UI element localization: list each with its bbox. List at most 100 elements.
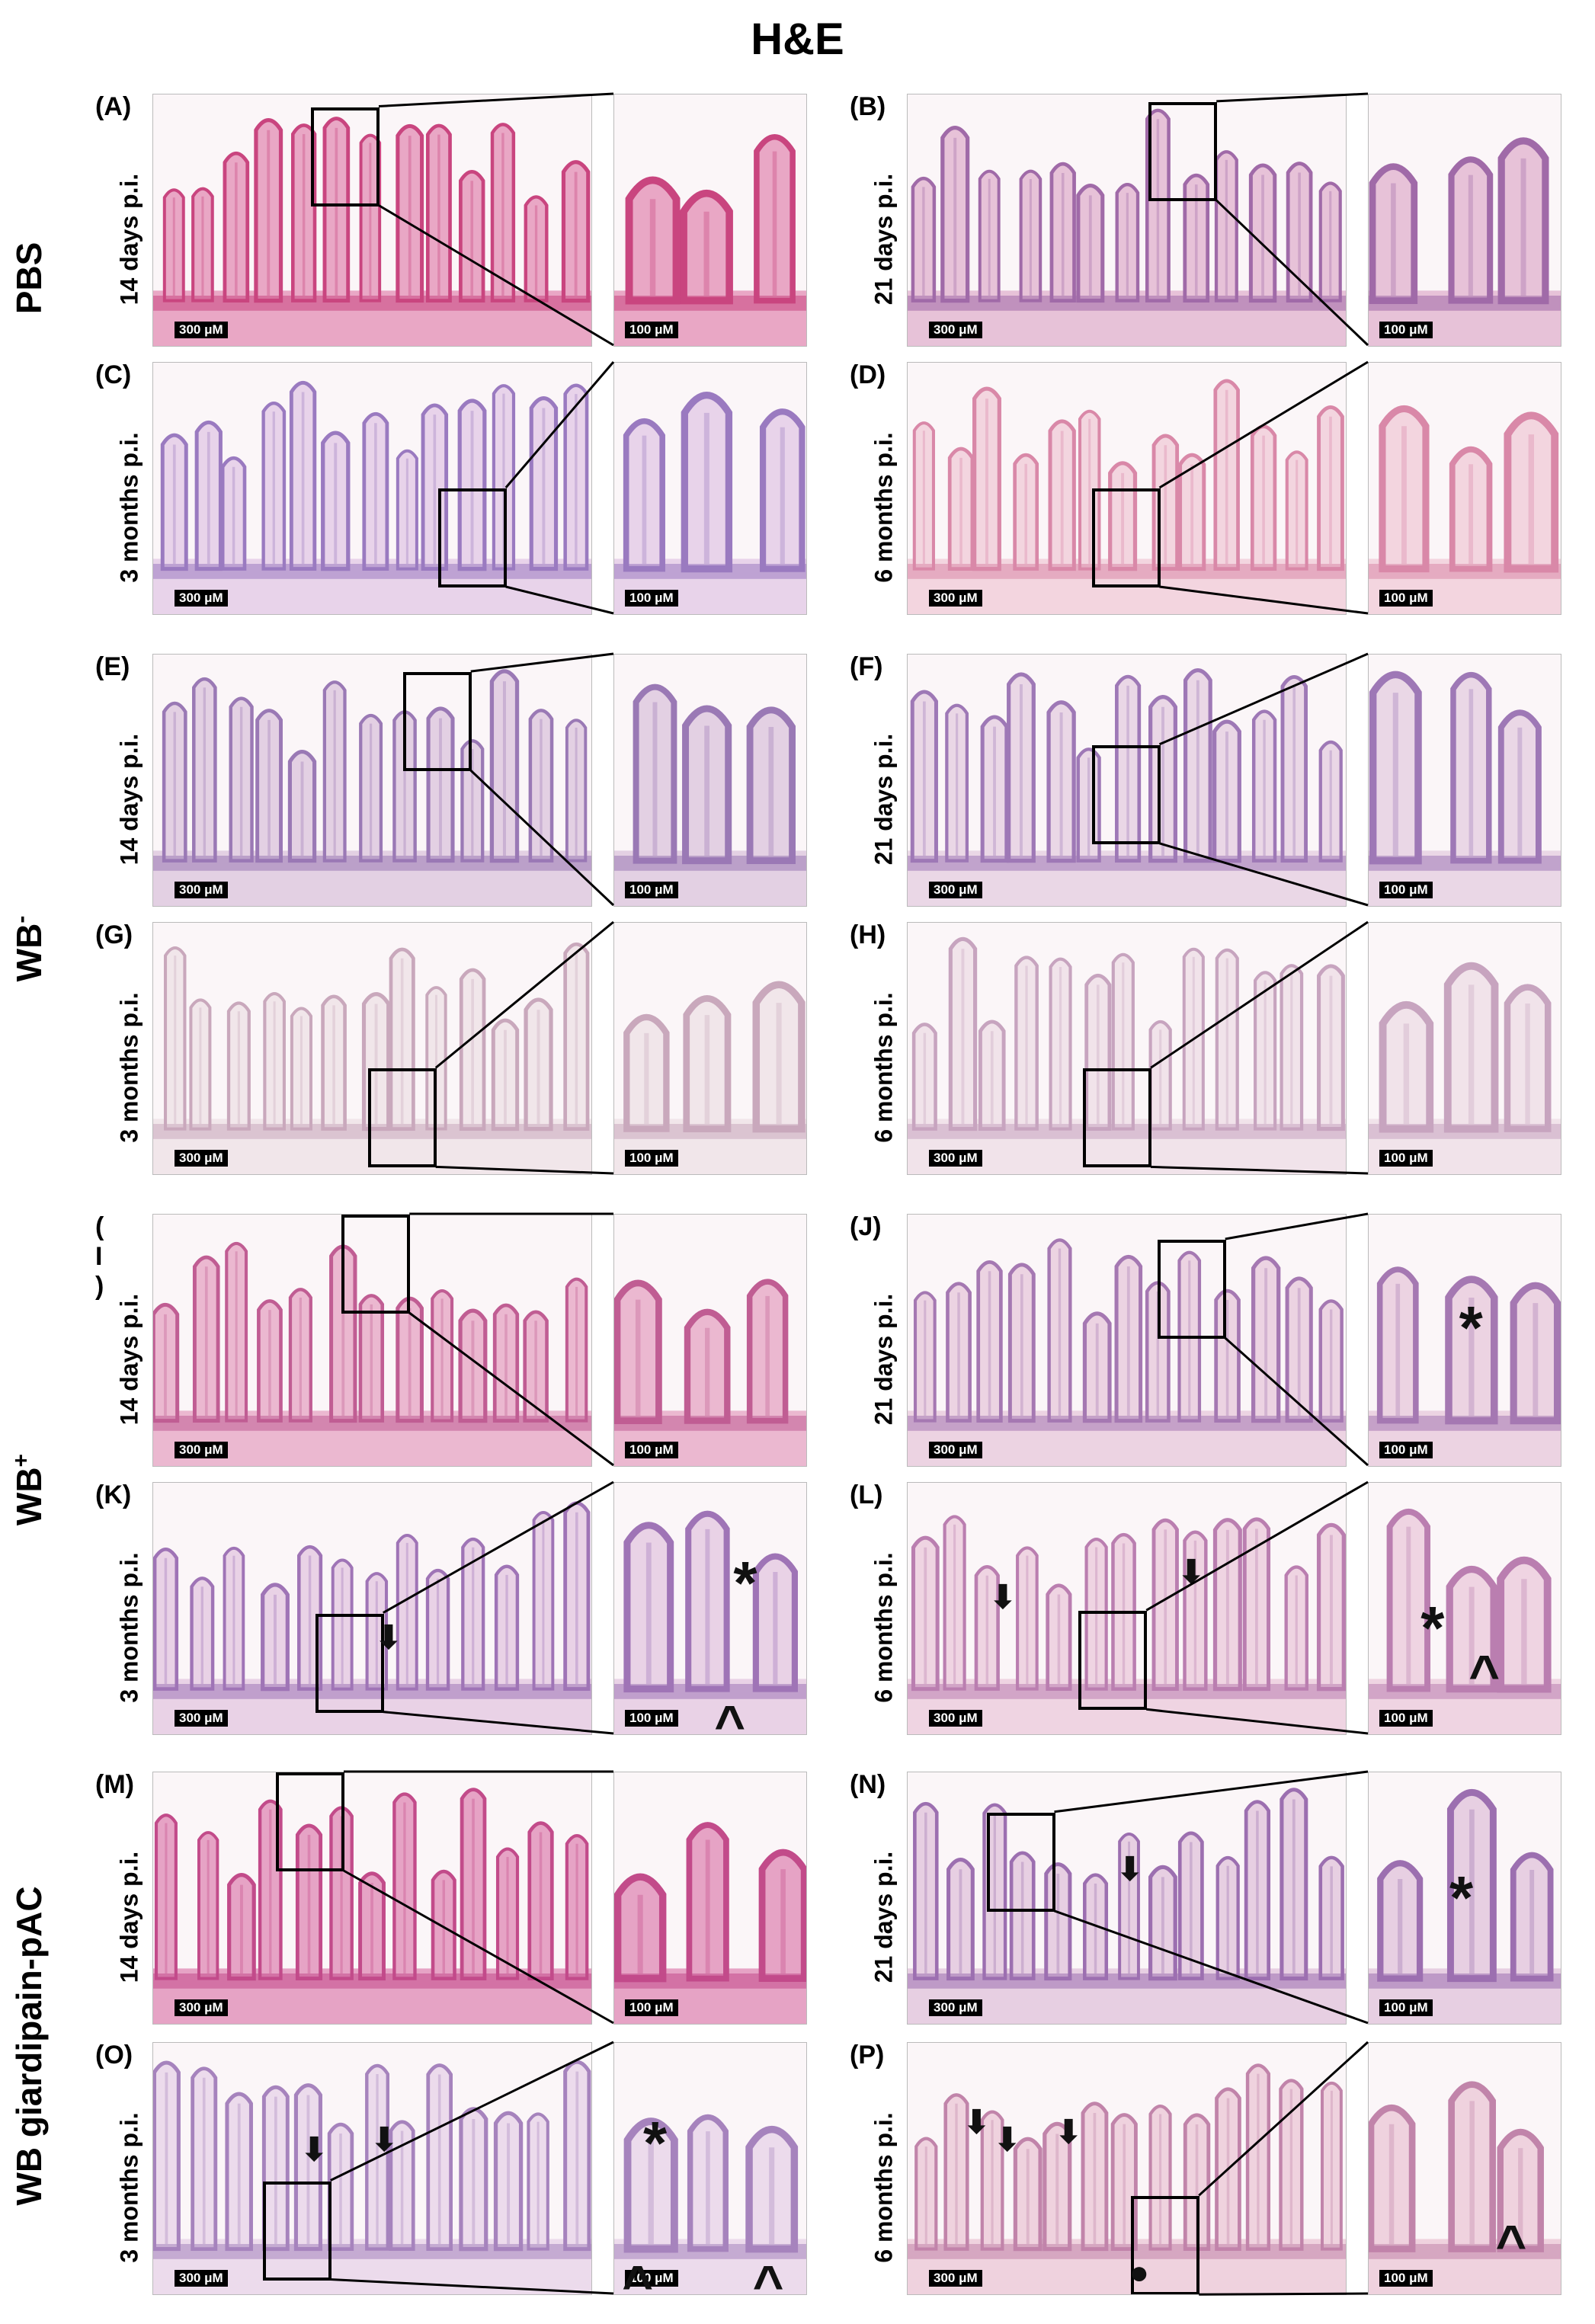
zoom-region-box	[311, 107, 380, 206]
scale-bar-100: 100 μM	[1379, 2270, 1433, 2287]
timepoint-label: 21 days p.i.	[870, 734, 898, 866]
panel-letter: (O)	[95, 2041, 133, 2070]
histology-image-high-mag: 100 μM	[613, 1772, 807, 2025]
panel-letter: (L)	[850, 1481, 883, 1509]
histology-image-high-mag: 100 μM	[1368, 362, 1561, 615]
timepoint-label: 6 months p.i.	[870, 2112, 898, 2264]
group-label-wb-plus: WB+	[8, 1453, 49, 1526]
scale-bar-100: 100 μM	[625, 1999, 678, 2016]
scale-bar-300: 300 μM	[929, 590, 982, 607]
scale-bar-300: 300 μM	[175, 882, 228, 898]
histology-image-high-mag: 100 μM ^	[1368, 2042, 1561, 2295]
scale-bar-100: 100 μM	[625, 590, 678, 607]
timepoint-label: 6 months p.i.	[870, 992, 898, 1144]
scale-bar-300: 300 μM	[929, 1710, 982, 1727]
scale-bar-300: 300 μM	[929, 882, 982, 898]
histology-image-high-mag: 100 μM	[1368, 922, 1561, 1175]
zoom-region-box	[402, 672, 472, 772]
arrow-marker: ⬇	[374, 1618, 403, 1657]
scale-bar-300: 300 μM	[175, 1710, 228, 1727]
arrow-marker: ⬇	[299, 2131, 328, 2169]
scale-bar-300: 300 μM	[175, 1999, 228, 2016]
timepoint-label: 6 months p.i.	[870, 432, 898, 584]
arrow-marker: ⬇	[1116, 1851, 1145, 1888]
scale-bar-300: 300 μM	[175, 1442, 228, 1458]
histology-image-high-mag: 100 μM * ^	[1368, 1482, 1561, 1735]
arrow-marker: ⬇	[370, 2121, 399, 2159]
histology-image-low-mag: 300 μM ⬇	[152, 1482, 592, 1735]
histology-image-low-mag: 300 μM	[907, 362, 1347, 615]
arrowhead-marker: ^	[714, 1694, 746, 1735]
histology-image-high-mag: 100 μM *	[1368, 1214, 1561, 1467]
arrowhead-marker: ^	[1495, 2214, 1527, 2274]
asterisk-marker: *	[642, 2109, 668, 2177]
timepoint-label: 14 days p.i.	[115, 1294, 143, 1426]
dot-marker: ●	[1129, 2253, 1150, 2291]
timepoint-label: 21 days p.i.	[870, 1294, 898, 1426]
histology-image-low-mag: 300 μM	[907, 654, 1347, 907]
histology-image-low-mag: 300 μM	[907, 94, 1347, 347]
panel-letter: (K)	[95, 1481, 132, 1509]
histology-image-low-mag: 300 μM ⬇ ⬇ ⬇ ●	[907, 2042, 1347, 2295]
panel-letter: (P)	[850, 2041, 885, 2070]
histology-image-high-mag: 100 μM	[613, 654, 807, 907]
panel-letter: (E)	[95, 652, 130, 681]
group-label-wb-minus: WB-	[8, 915, 49, 982]
timepoint-label: 3 months p.i.	[115, 432, 143, 584]
histology-image-low-mag: 300 μM	[152, 1214, 592, 1467]
histology-image-high-mag: 100 μM * ^ ^	[613, 2042, 807, 2295]
histology-image-low-mag: 300 μM	[907, 1214, 1347, 1467]
asterisk-marker: *	[733, 1549, 757, 1617]
arrow-marker: ⬇	[993, 2121, 1022, 2159]
histology-image-high-mag: 100 μM	[613, 922, 807, 1175]
zoom-region-box	[1078, 1611, 1148, 1711]
panel-letter: ( I )	[95, 1212, 104, 1301]
arrow-marker: ⬇	[1054, 2114, 1083, 2152]
panel-letter: (B)	[850, 92, 886, 121]
arrow-marker: ⬇	[988, 1579, 1017, 1617]
histology-image-low-mag: 300 μM ⬇ ⬇	[152, 2042, 592, 2295]
timepoint-label: 21 days p.i.	[870, 1852, 898, 1983]
panel-letter: (A)	[95, 92, 132, 121]
panel-letter: (F)	[850, 652, 883, 681]
scale-bar-100: 100 μM	[1379, 1710, 1433, 1727]
zoom-region-box	[1091, 744, 1161, 844]
group-label-wb-giardipain-pac: WB giardipain-pAC	[9, 1886, 49, 2206]
scale-bar-100: 100 μM	[625, 1150, 678, 1167]
scale-bar-300: 300 μM	[175, 1150, 228, 1167]
scale-bar-300: 300 μM	[929, 2270, 982, 2287]
panel-letter: (N)	[850, 1770, 886, 1799]
timepoint-label: 6 months p.i.	[870, 1552, 898, 1704]
arrow-marker: ⬇	[1177, 1554, 1206, 1592]
scale-bar-300: 300 μM	[175, 590, 228, 607]
histology-image-low-mag: 300 μM ⬇ ⬇	[907, 1482, 1347, 1735]
zoom-region-box	[262, 2181, 331, 2281]
arrowhead-marker: ^	[1468, 1644, 1501, 1704]
histology-image-high-mag: 100 μM	[1368, 654, 1561, 907]
panel-letter: (G)	[95, 920, 133, 949]
zoom-region-box	[1131, 2196, 1200, 2294]
asterisk-marker: *	[1420, 1594, 1445, 1663]
zoom-region-box	[437, 488, 507, 587]
histology-image-low-mag: 300 μM	[152, 1772, 592, 2025]
scale-bar-100: 100 μM	[1379, 322, 1433, 338]
timepoint-label: 3 months p.i.	[115, 1552, 143, 1704]
scale-bar-100: 100 μM	[1379, 1150, 1433, 1167]
zoom-region-box	[986, 1812, 1055, 1912]
histology-image-low-mag: 300 μM	[152, 94, 592, 347]
scale-bar-300: 300 μM	[175, 322, 228, 338]
scale-bar-300: 300 μM	[929, 1150, 982, 1167]
scale-bar-100: 100 μM	[625, 882, 678, 898]
scale-bar-100: 100 μM	[1379, 882, 1433, 898]
asterisk-marker: *	[1459, 1293, 1483, 1362]
histology-image-high-mag: 100 μM	[613, 362, 807, 615]
scale-bar-100: 100 μM	[625, 322, 678, 338]
panel-letter: (J)	[850, 1212, 882, 1241]
timepoint-label: 3 months p.i.	[115, 2112, 143, 2264]
scale-bar-100: 100 μM	[625, 1442, 678, 1458]
group-label-pbs: PBS	[9, 242, 49, 315]
zoom-region-box	[341, 1215, 411, 1314]
arrowhead-marker: ^	[752, 2254, 784, 2295]
histology-image-high-mag: 100 μM	[613, 94, 807, 347]
scale-bar-100: 100 μM	[625, 1710, 678, 1727]
